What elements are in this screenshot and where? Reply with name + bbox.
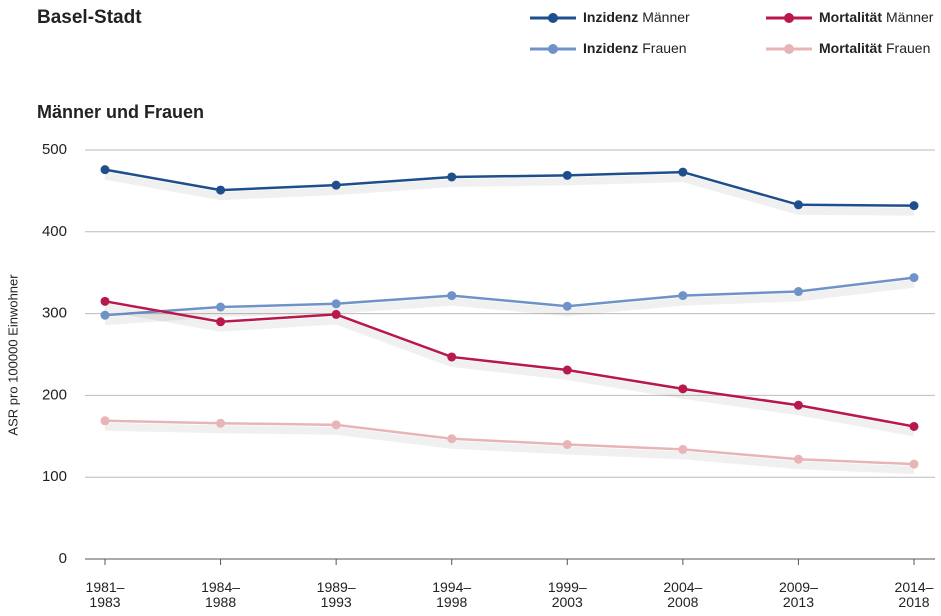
series-line <box>104 300 915 428</box>
legend-measure: Inzidenz <box>583 9 638 25</box>
x-tick-label: 2009–2013 <box>778 579 818 610</box>
data-point <box>562 170 572 180</box>
chart-subtitle: Männer und Frauen <box>37 102 204 122</box>
data-point <box>216 185 226 195</box>
x-tick-label: 1999–2003 <box>547 579 587 610</box>
legend-measure: Mortalität <box>819 9 882 25</box>
line-shadow <box>104 279 915 326</box>
legend-sex: Männer <box>642 9 690 25</box>
series-line <box>104 168 915 207</box>
x-tick-label: 1984–1988 <box>201 579 241 610</box>
y-axis-label: ASR pro 100000 Einwohner <box>5 274 20 436</box>
data-point <box>678 384 688 394</box>
x-tick-label: 1994–1998 <box>432 579 472 610</box>
data-point <box>678 444 688 454</box>
data-point <box>100 310 110 320</box>
data-point <box>331 299 341 309</box>
legend-label: Mortalität Frauen <box>819 40 930 56</box>
data-point <box>216 418 226 428</box>
legend-sex: Männer <box>886 9 934 25</box>
data-point <box>793 454 803 464</box>
data-point <box>447 352 457 362</box>
y-tick-label: 500 <box>42 141 67 158</box>
line-shadow <box>104 303 915 437</box>
legend-marker <box>548 13 558 23</box>
series-line <box>104 276 915 317</box>
line-shadow <box>104 171 915 216</box>
y-tick-label: 100 <box>42 468 67 485</box>
data-point <box>793 287 803 297</box>
x-tick-label: 2014–2018 <box>894 579 934 610</box>
data-point <box>100 416 110 426</box>
legend-marker <box>548 44 558 54</box>
x-tick-label: 2004–2008 <box>663 579 703 610</box>
data-point <box>216 317 226 327</box>
data-point <box>100 296 110 306</box>
legend-label: Inzidenz Männer <box>583 9 690 25</box>
data-point <box>562 301 572 311</box>
data-point <box>678 291 688 301</box>
legend-measure: Inzidenz <box>583 40 638 56</box>
legend-measure: Mortalität <box>819 40 882 56</box>
y-tick-label: 0 <box>59 550 67 567</box>
data-point <box>447 434 457 444</box>
data-point <box>909 201 919 211</box>
data-point <box>562 365 572 375</box>
legend-label: Mortalität Männer <box>819 9 934 25</box>
chart-title: Basel-Stadt <box>37 7 142 28</box>
data-point <box>909 421 919 431</box>
legend-marker <box>784 13 794 23</box>
series-line <box>104 419 915 466</box>
data-point <box>216 302 226 312</box>
y-tick-label: 200 <box>42 386 67 403</box>
x-tick-label: 1989–1993 <box>316 579 356 610</box>
y-tick-label: 400 <box>42 223 67 240</box>
legend-sex: Frauen <box>642 40 686 56</box>
data-point <box>909 273 919 283</box>
legend-marker <box>784 44 794 54</box>
data-point <box>909 459 919 469</box>
legend-sex: Frauen <box>886 40 930 56</box>
data-point <box>793 200 803 210</box>
data-point <box>331 309 341 319</box>
legend-label: Inzidenz Frauen <box>583 40 687 56</box>
data-point <box>331 420 341 430</box>
data-point <box>678 167 688 177</box>
x-tick-label: 1981–1983 <box>85 579 125 610</box>
data-point <box>562 439 572 449</box>
data-point <box>447 172 457 182</box>
y-tick-label: 300 <box>42 305 67 322</box>
data-point <box>793 400 803 410</box>
data-point <box>331 180 341 190</box>
line-shadow <box>104 422 915 475</box>
data-point <box>447 291 457 301</box>
data-point <box>100 165 110 175</box>
